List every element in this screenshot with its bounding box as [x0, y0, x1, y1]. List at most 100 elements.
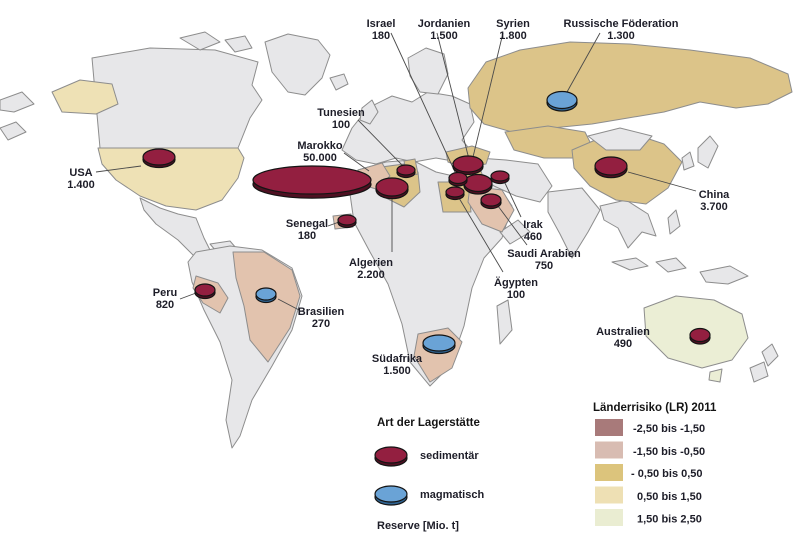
sedimentary-ellipse-icon — [374, 446, 408, 467]
leader-line-tunesien — [357, 119, 404, 167]
country-labels-layer: USA 1.400 Peru 820 Brasilien 270 Marokko 50.000… — [67, 18, 730, 377]
country-label-saudi-arabien: Saudi Arabien 750 — [507, 248, 581, 272]
risk-swatch-1 — [595, 419, 623, 436]
landmass-greenland — [264, 33, 331, 96]
landmass-uk — [359, 99, 379, 125]
risk-legend-row: -2,50 bis -1,50 — [595, 419, 705, 436]
risk-swatch-3 — [595, 464, 623, 481]
country-label-peru: Peru 820 — [153, 287, 177, 311]
leader-line-irak — [503, 180, 522, 218]
deposit-marker-brasilien — [255, 287, 277, 304]
country-label-china: China 3.700 — [699, 189, 730, 213]
leader-line-china — [627, 171, 697, 192]
country-label-russische-f-deration: Russische Föderation 1.300 — [564, 18, 679, 42]
leader-line-syrien — [472, 32, 504, 158]
magmatic-ellipse-icon — [374, 485, 408, 506]
country-label-australien: Australien 490 — [596, 326, 650, 350]
country-label--gypten: Ägypten 100 — [494, 276, 538, 301]
deposit-marker-s-dafrika — [422, 334, 456, 355]
country-label-jordanien: Jordanien 1.500 — [418, 18, 471, 42]
leader-lines-layer — [95, 32, 697, 311]
risk-range-1: -2,50 bis -1,50 — [633, 423, 705, 435]
landmass-arctic-island-2 — [224, 35, 253, 53]
deposit-marker-syrien — [452, 155, 484, 176]
deposit-marker-china — [594, 156, 628, 179]
risk-swatch-2 — [595, 441, 623, 459]
country-label-tunesien: Tunesien 100 — [317, 107, 365, 131]
country-label-senegal: Senegal 180 — [286, 218, 328, 242]
risk-legend: Länderrisiko (LR) 2011 -2,50 bis -1,50 -… — [593, 402, 717, 526]
deposit-marker-marokko — [252, 165, 372, 199]
country-mongolia — [587, 127, 653, 151]
deposit-marker-peru — [194, 283, 216, 300]
landmass-aleutian-fragment — [0, 121, 27, 141]
risk-range-5: 1,50 bis 2,50 — [637, 514, 702, 526]
country-label-israel: Israel 180 — [367, 18, 396, 42]
risk-legend-row: - 0,50 bis 0,50 — [595, 464, 703, 481]
leader-line-usa — [95, 165, 142, 173]
leader-line-jordanien — [436, 32, 474, 176]
leader-line-marokko — [343, 152, 370, 172]
country-label-syrien: Syrien 1.800 — [496, 18, 530, 42]
leader-line-senegal — [327, 221, 340, 227]
deposit-legend-title: Art der Lagerstätte — [377, 417, 480, 429]
deposit-legend: Art der Lagerstätte sedimentär magmatisc… — [374, 417, 484, 532]
deposit-marker-australien — [689, 327, 711, 345]
deposit-marker-irak — [490, 170, 510, 185]
risk-range-3: - 0,50 bis 0,50 — [631, 468, 703, 480]
country-tasmania — [708, 368, 723, 383]
risk-range-2: -1,50 bis -0,50 — [633, 446, 705, 458]
leader-line-israel — [390, 32, 456, 173]
deposit-markers-layer — [142, 90, 711, 355]
deposit-marker-usa — [142, 148, 176, 169]
country-label-marokko: Marokko 50.000 — [297, 140, 343, 164]
leader-line-saudi-arabien — [497, 205, 528, 246]
deposit-marker--gypten — [445, 186, 465, 201]
reserve-unit-label: Reserve [Mio. t] — [377, 520, 459, 532]
country-label-s-dafrika: Südafrika 1.500 — [372, 353, 423, 377]
country-label-irak: Irak 460 — [523, 219, 543, 243]
landmass-indonesia-1 — [611, 257, 649, 271]
deposit-marker-jordanien — [463, 173, 493, 195]
deposit-marker-russische-f-deration — [546, 90, 578, 112]
landmass-indonesia-2 — [655, 257, 687, 273]
country-russia — [467, 41, 793, 133]
country-brazil — [232, 251, 301, 363]
landmass-canada — [91, 47, 263, 149]
risk-swatch-4 — [595, 486, 623, 504]
landmass-philippines — [667, 209, 681, 235]
deposit-marker-israel — [448, 171, 468, 187]
landmass-new-zealand-north — [761, 343, 779, 367]
country-usa-alaska — [51, 79, 119, 115]
sedimentary-label: sedimentär — [420, 450, 479, 462]
landmass-scandinavia — [407, 47, 449, 95]
leader-line-peru — [179, 292, 197, 300]
country-label-usa: USA 1.400 — [67, 167, 95, 191]
leader-line-brasilien — [277, 298, 300, 311]
landmass-southeast-asia — [599, 199, 657, 249]
landmass-iceland — [329, 73, 349, 91]
leader-line--gypten — [458, 197, 504, 273]
landmass-madagascar — [496, 299, 513, 345]
landmass-india — [547, 187, 601, 259]
landmass-japan — [697, 135, 719, 169]
risk-legend-row: 1,50 bis 2,50 — [595, 509, 702, 526]
landmass-chukotka-fragment — [0, 91, 35, 113]
country-label-algerien: Algerien 2.200 — [349, 257, 393, 281]
risk-legend-row: -1,50 bis -0,50 — [595, 441, 705, 459]
risk-legend-title: Länderrisiko (LR) 2011 — [593, 402, 717, 414]
risk-range-4: 0,50 bis 1,50 — [637, 491, 702, 503]
deposit-marker-saudi-arabien — [480, 193, 502, 210]
landmass-africa — [349, 159, 513, 387]
landmass-new-zealand-south — [749, 361, 769, 383]
country-label-brasilien: Brasilien 270 — [298, 306, 345, 330]
landmass-new-guinea — [699, 265, 749, 285]
leader-line-russische-f-deration — [566, 32, 601, 93]
risk-swatch-5 — [595, 509, 623, 526]
country-usa — [97, 147, 245, 211]
magmatic-label: magmatisch — [420, 489, 484, 501]
deposit-marker-senegal — [337, 214, 357, 229]
landmass-arctic-island-1 — [179, 31, 221, 51]
